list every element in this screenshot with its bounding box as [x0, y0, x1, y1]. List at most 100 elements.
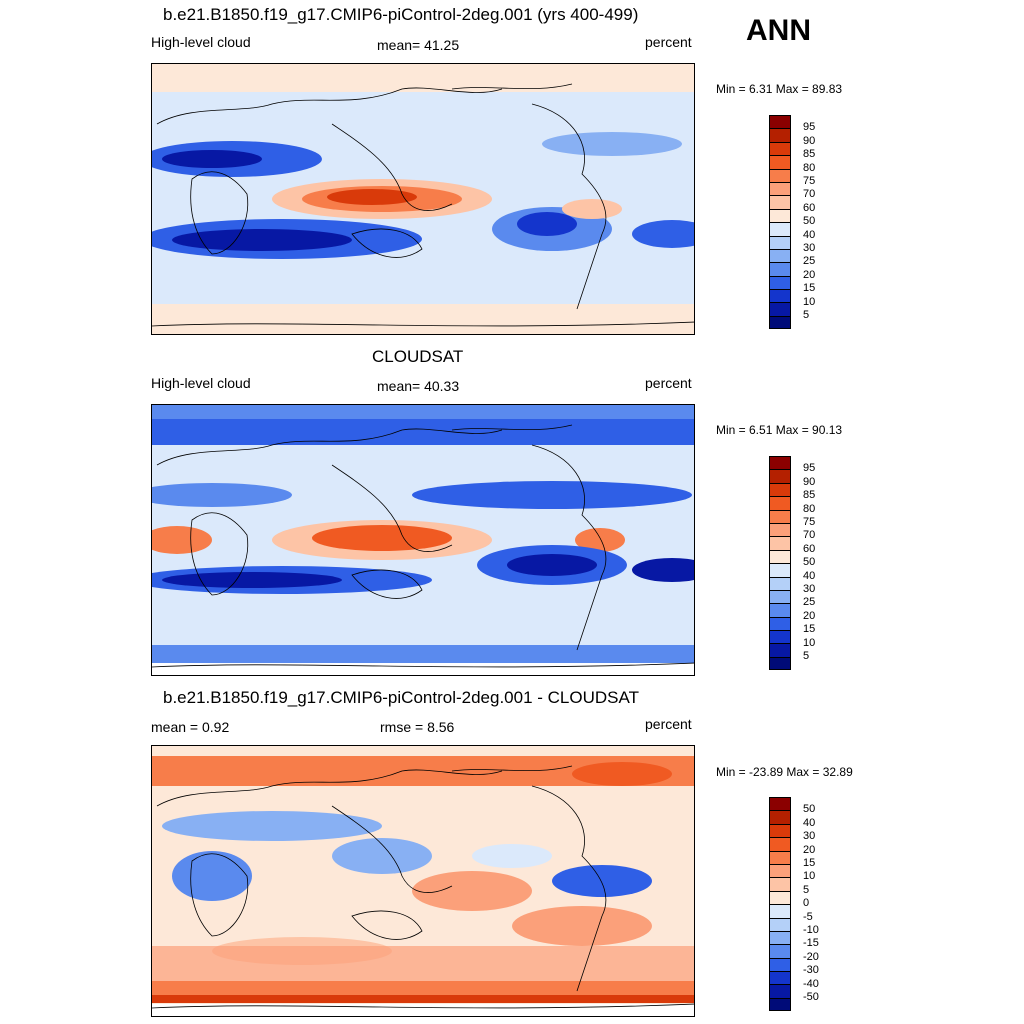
- colorbar-swatch: [769, 630, 791, 644]
- colorbar-swatch: [769, 168, 791, 182]
- panel1-left-label: High-level cloud: [151, 34, 251, 50]
- colorbar-level-label: 25: [803, 596, 816, 609]
- colorbar-swatch: [769, 248, 791, 263]
- colorbar-swatch: [769, 181, 791, 196]
- colorbar-level-label: 20: [803, 268, 816, 281]
- colorbar-swatch: [769, 971, 791, 985]
- colorbar-swatch: [769, 456, 791, 470]
- colorbar-level-label: 60: [803, 201, 816, 214]
- panel3-colorbar: [769, 797, 791, 1012]
- colorbar-level-label: 80: [803, 161, 816, 174]
- colorbar-level-label: 15: [803, 857, 816, 869]
- panel3-units: percent: [645, 716, 692, 732]
- map-panel-cloudsat: [151, 404, 695, 676]
- colorbar-swatch: [769, 904, 791, 918]
- panel2-units: percent: [645, 375, 692, 391]
- colorbar-swatch: [769, 315, 791, 330]
- colorbar-swatch: [769, 128, 791, 142]
- colorbar-swatch: [769, 917, 791, 931]
- panel1-colorbar: [769, 115, 791, 330]
- colorbar-level-label: 5: [803, 650, 810, 662]
- colorbar-level-label: 80: [803, 502, 816, 515]
- colorbar-level-label: 30: [803, 242, 816, 254]
- colorbar-level-label: 75: [803, 175, 816, 187]
- colorbar-swatch: [769, 496, 791, 510]
- colorbar-level-label: 50: [803, 556, 816, 569]
- panel1-mean: mean= 41.25: [377, 37, 460, 53]
- panel3-rmse: rmse = 8.56: [380, 719, 455, 735]
- map-difference-field: [152, 746, 694, 1016]
- colorbar-swatch: [769, 482, 791, 497]
- colorbar-swatch: [769, 656, 791, 671]
- colorbar-swatch: [769, 222, 791, 236]
- colorbar-level-label: 0: [803, 897, 810, 910]
- colorbar-level-label: 75: [803, 516, 816, 528]
- colorbar-level-label: -20: [803, 950, 819, 963]
- colorbar-swatch: [769, 302, 791, 316]
- colorbar-level-label: 15: [803, 623, 816, 636]
- map-cloudsat-field: [152, 405, 694, 675]
- colorbar-level-label: 5: [803, 309, 810, 321]
- colorbar-level-label: 40: [803, 228, 816, 241]
- panel3-minmax: Min = -23.89 Max = 32.89: [716, 765, 853, 779]
- colorbar-swatch: [769, 616, 791, 631]
- colorbar-swatch: [769, 536, 791, 550]
- map-model-field: [152, 64, 694, 334]
- panel1-units: percent: [645, 34, 692, 50]
- colorbar-swatch: [769, 141, 791, 156]
- colorbar-swatch: [769, 289, 791, 303]
- colorbar-level-label: -15: [803, 937, 819, 950]
- colorbar-level-label: 30: [803, 583, 816, 595]
- colorbar-level-label: 20: [803, 843, 816, 856]
- panel2-title: CLOUDSAT: [372, 347, 464, 366]
- colorbar-level-label: 50: [803, 803, 816, 816]
- colorbar-swatch: [769, 984, 791, 998]
- colorbar-swatch: [769, 155, 791, 169]
- colorbar-swatch: [769, 275, 791, 290]
- panel3-mean: mean = 0.92: [151, 719, 230, 735]
- colorbar-level-label: 50: [803, 215, 816, 228]
- colorbar-swatch: [769, 208, 791, 223]
- panel1-title: b.e21.B1850.f19_g17.CMIP6-piControl-2deg…: [163, 5, 639, 24]
- colorbar-level-label: -30: [803, 964, 819, 977]
- colorbar-swatch: [769, 509, 791, 523]
- colorbar-level-label: 20: [803, 609, 816, 622]
- panel1-minmax: Min = 6.31 Max = 89.83: [716, 82, 843, 96]
- colorbar-swatch: [769, 549, 791, 564]
- map-panel-difference: [151, 745, 695, 1017]
- colorbar-swatch: [769, 837, 791, 851]
- colorbar-level-label: 10: [803, 636, 816, 649]
- colorbar-swatch: [769, 576, 791, 590]
- colorbar-swatch: [769, 115, 791, 129]
- colorbar-swatch: [769, 262, 791, 276]
- colorbar-level-label: 5: [803, 883, 810, 896]
- colorbar-swatch: [769, 944, 791, 958]
- colorbar-swatch: [769, 823, 791, 838]
- colorbar-level-label: 70: [803, 188, 816, 201]
- colorbar-swatch: [769, 797, 791, 811]
- panel2-left-label: High-level cloud: [151, 375, 251, 391]
- colorbar-swatch: [769, 850, 791, 864]
- map-panel-model: [151, 63, 695, 335]
- colorbar-level-label: 70: [803, 529, 816, 542]
- colorbar-level-label: -40: [803, 977, 819, 990]
- colorbar-level-label: 85: [803, 148, 816, 161]
- season-label: ANN: [746, 14, 811, 47]
- colorbar-swatch: [769, 930, 791, 945]
- colorbar-level-label: 40: [803, 816, 816, 829]
- colorbar-level-label: -50: [803, 991, 819, 1003]
- colorbar-swatch: [769, 643, 791, 657]
- colorbar-level-label: 15: [803, 282, 816, 295]
- colorbar-swatch: [769, 957, 791, 972]
- colorbar-swatch: [769, 469, 791, 483]
- colorbar-level-label: 25: [803, 255, 816, 268]
- colorbar-level-label: 90: [803, 134, 816, 147]
- colorbar-level-label: 10: [803, 295, 816, 308]
- colorbar-swatch: [769, 877, 791, 891]
- panel2-colorbar: [769, 456, 791, 671]
- colorbar-swatch: [769, 603, 791, 617]
- colorbar-swatch: [769, 810, 791, 824]
- panel2-mean: mean= 40.33: [377, 378, 460, 394]
- colorbar-level-label: 60: [803, 542, 816, 555]
- colorbar-level-label: -10: [803, 924, 819, 936]
